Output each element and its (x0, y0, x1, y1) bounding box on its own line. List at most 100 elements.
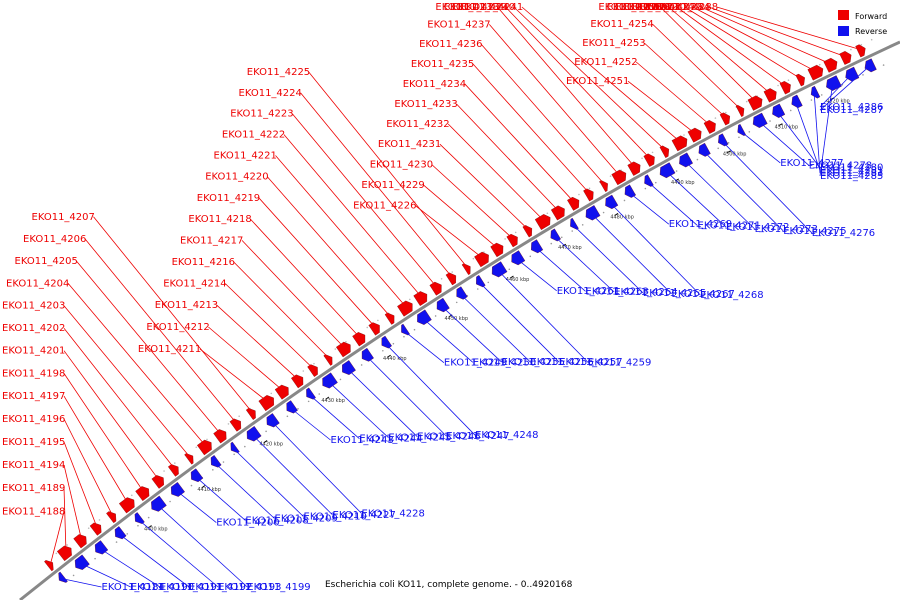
reverse-gene-label[interactable]: EKO11_4245 (388, 433, 451, 444)
forward-gene-label[interactable]: EKO11_4222 (222, 130, 285, 141)
reverse-gene[interactable] (696, 142, 711, 158)
reverse-gene-label[interactable]: EKO11_4285 (820, 171, 883, 182)
reverse-gene-label[interactable]: EKO11_4184 (102, 582, 165, 593)
forward-gene[interactable] (659, 144, 672, 158)
forward-gene-label[interactable]: EKO11_4207 (32, 212, 95, 223)
reverse-gene-label[interactable]: EKO11_4287 (820, 105, 883, 116)
forward-gene[interactable] (197, 438, 215, 456)
reverse-gene[interactable] (642, 174, 654, 189)
forward-gene-label[interactable]: EKO11_4229 (361, 180, 424, 191)
forward-gene-label[interactable]: EKO11_4197 (2, 391, 65, 402)
forward-gene-label[interactable]: EKO11_4220 (205, 172, 268, 183)
forward-gene-label[interactable]: EKO11_4252 (574, 57, 637, 68)
forward-gene-label[interactable]: EKO11_4251 (566, 76, 629, 87)
forward-gene-label[interactable]: EKO11_4274 (631, 2, 694, 13)
forward-gene-label[interactable]: EKO11_4237 (427, 19, 490, 30)
forward-gene[interactable] (522, 223, 535, 238)
forward-gene-label[interactable]: EKO11_4225 (247, 67, 310, 78)
forward-gene[interactable] (73, 532, 90, 549)
forward-gene[interactable] (474, 250, 491, 268)
forward-gene[interactable] (567, 195, 582, 211)
reverse-gene-label[interactable]: EKO11_4269 (669, 219, 732, 230)
forward-gene-label[interactable]: EKO11_4279 (639, 2, 702, 13)
reverse-gene-label[interactable]: EKO11_4249 (444, 358, 507, 369)
forward-gene-label[interactable]: EKO11_4262 (615, 2, 678, 13)
reverse-gene-label[interactable]: EKO11_4257 (559, 357, 622, 368)
reverse-gene-label[interactable]: EKO11_4265 (643, 288, 706, 299)
forward-gene-label[interactable]: EKO11_4203 (2, 301, 65, 312)
reverse-gene[interactable] (602, 194, 619, 211)
reverse-gene-label[interactable]: EKO11_4261 (557, 286, 620, 297)
forward-gene[interactable] (703, 118, 718, 134)
reverse-gene-label[interactable]: EKO11_4193 (218, 582, 281, 593)
forward-gene-label[interactable]: EKO11_4226 (353, 200, 416, 211)
forward-gene-label[interactable]: EKO11_4260 (607, 2, 670, 13)
forward-gene-label[interactable]: EKO11_4206 (23, 234, 86, 245)
forward-gene[interactable] (855, 43, 868, 58)
reverse-gene[interactable] (770, 103, 786, 120)
reverse-gene-label[interactable]: EKO11_4275 (783, 226, 846, 237)
reverse-gene-label[interactable]: EKO11_4209 (275, 514, 338, 525)
forward-gene-label[interactable]: EKO11_4218 (188, 214, 251, 225)
forward-gene-label[interactable]: EKO11_4205 (15, 256, 78, 267)
reverse-gene[interactable] (862, 58, 877, 74)
forward-gene-label[interactable]: EKO11_4219 (197, 193, 260, 204)
reverse-gene[interactable] (657, 162, 676, 180)
reverse-gene[interactable] (789, 94, 803, 110)
forward-gene-label[interactable]: EKO11_4189 (2, 483, 65, 494)
forward-gene-label[interactable]: EKO11_4238 (435, 2, 498, 13)
forward-gene[interactable] (89, 520, 104, 536)
reverse-gene[interactable] (489, 261, 508, 280)
forward-gene[interactable] (687, 126, 704, 143)
forward-gene-label[interactable]: EKO11_4194 (2, 460, 65, 471)
reverse-gene[interactable] (168, 481, 185, 499)
forward-gene-label[interactable]: EKO11_4216 (172, 257, 235, 268)
forward-gene-label[interactable]: EKO11_4234 (403, 79, 466, 90)
forward-gene-label[interactable]: EKO11_4239 (444, 2, 507, 13)
forward-gene-label[interactable]: EKO11_4241 (460, 2, 523, 13)
forward-gene[interactable] (763, 87, 779, 103)
reverse-gene[interactable] (508, 250, 526, 268)
forward-gene[interactable] (307, 362, 321, 377)
forward-gene-label[interactable]: EKO11_4240 (452, 2, 515, 13)
forward-gene-label[interactable]: EKO11_4214 (163, 279, 226, 290)
reverse-gene[interactable] (208, 455, 222, 469)
reverse-gene-label[interactable]: EKO11_4277 (780, 158, 843, 169)
forward-gene[interactable] (397, 299, 415, 317)
forward-gene[interactable] (534, 212, 553, 230)
reverse-gene[interactable] (676, 152, 693, 169)
reverse-gene-label[interactable]: EKO11_4200 (216, 518, 279, 529)
reverse-gene[interactable] (188, 468, 204, 485)
forward-gene[interactable] (245, 406, 259, 420)
forward-gene-label[interactable]: EKO11_4288 (655, 2, 718, 13)
reverse-gene[interactable] (453, 286, 468, 302)
forward-gene[interactable] (368, 320, 383, 336)
forward-gene[interactable] (274, 383, 292, 400)
forward-gene-label[interactable]: EKO11_4231 (378, 139, 441, 150)
forward-gene-label[interactable]: EKO11_4212 (146, 322, 209, 333)
reverse-gene[interactable] (567, 217, 579, 231)
reverse-gene-label[interactable]: EKO11_4264 (614, 287, 677, 298)
forward-gene[interactable] (643, 152, 658, 167)
forward-gene[interactable] (168, 462, 182, 477)
reverse-gene[interactable] (303, 387, 316, 402)
reverse-gene[interactable] (283, 400, 298, 416)
forward-gene[interactable] (118, 495, 137, 514)
reverse-gene-label[interactable]: EKO11_4267 (672, 289, 735, 300)
forward-gene[interactable] (839, 50, 854, 65)
reverse-gene-label[interactable]: EKO11_4256 (530, 357, 593, 368)
reverse-gene-label[interactable]: EKO11_4228 (362, 508, 425, 519)
forward-gene-label[interactable]: EKO11_4254 (590, 19, 653, 30)
reverse-gene-label[interactable]: EKO11_4259 (588, 357, 651, 368)
forward-gene-label[interactable]: EKO11_4233 (394, 99, 457, 110)
forward-gene-label[interactable]: EKO11_4195 (2, 437, 65, 448)
forward-gene[interactable] (490, 241, 507, 258)
forward-gene-label[interactable]: EKO11_4211 (138, 344, 201, 355)
forward-gene-label[interactable]: EKO11_4201 (2, 346, 65, 357)
forward-gene[interactable] (719, 111, 733, 126)
forward-gene[interactable] (747, 94, 765, 111)
forward-gene[interactable] (735, 103, 747, 117)
forward-gene[interactable] (671, 134, 690, 152)
forward-gene[interactable] (627, 160, 643, 176)
reverse-gene-label[interactable]: EKO11_4281 (820, 165, 883, 176)
